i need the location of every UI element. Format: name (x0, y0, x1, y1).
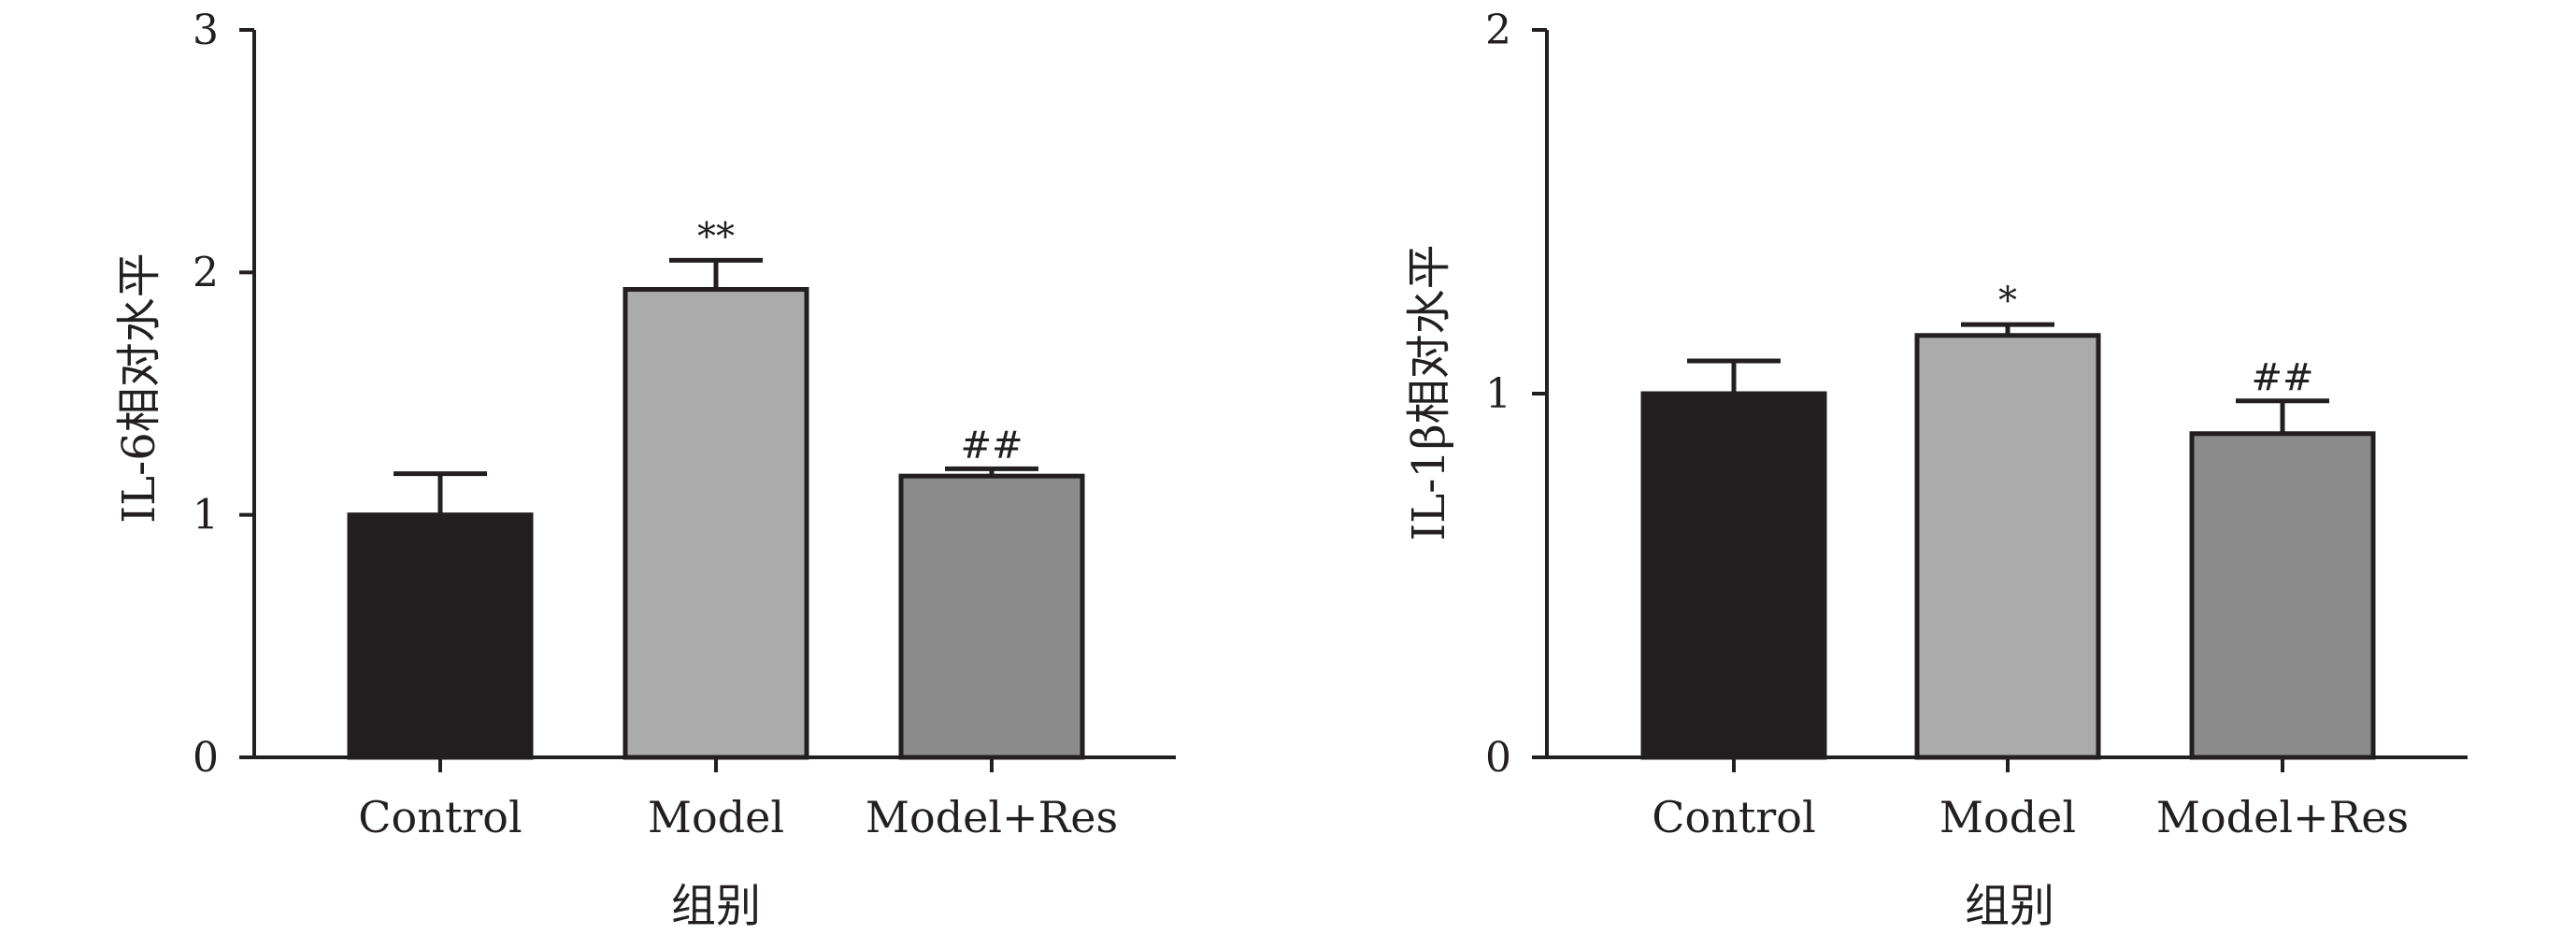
bar-control (347, 512, 534, 760)
significance-label: ## (2251, 356, 2313, 399)
y-tick-label: 1 (193, 492, 219, 539)
y-tick-label: 3 (193, 7, 219, 54)
significance-label: ** (697, 215, 735, 258)
x-category-label: Control (358, 792, 522, 842)
y-tick-label: 2 (193, 249, 219, 296)
bar-model (623, 286, 809, 760)
y-tick-label: 0 (193, 734, 219, 782)
chart-panel-il1b: 012 *## Control Model Model+Res IL-1β相对水平 … (1403, 7, 2468, 932)
bars: * ## (1640, 280, 2376, 760)
bar-control (1640, 391, 1827, 760)
y-tick-label: 1 (1485, 370, 1511, 418)
y-axis-title: IL-6相对水平 (113, 252, 165, 524)
y-tick-label: 2 (1485, 7, 1511, 54)
x-axis-title: 组别 (671, 880, 761, 932)
significance-label: ## (960, 424, 1023, 467)
x-category-label: Control (1652, 792, 1815, 842)
chart-panel-il6: 0 1 2 3 ** ## Control Model Model+Res IL-6相对水平… (113, 7, 1176, 932)
x-category-label: Model (1939, 792, 2076, 842)
bar-model-res (2189, 431, 2376, 760)
bar-model (1914, 333, 2101, 760)
y-axis-title: IL-1β相对水平 (1403, 244, 1455, 540)
x-category-label: Model (648, 792, 784, 842)
bar-model-res (898, 473, 1085, 760)
x-ticks: Control Model Model+Res (1652, 757, 2409, 842)
x-category-label: Model+Res (2156, 792, 2409, 842)
x-axis-title: 组别 (1965, 880, 2054, 932)
bars: ** ## (347, 215, 1085, 760)
y-ticks: 0 1 2 (1485, 7, 1547, 782)
y-ticks: 0 1 2 3 (193, 7, 254, 782)
significance-label: * (1998, 280, 2017, 323)
y-tick-label: 0 (1485, 734, 1511, 782)
x-ticks: Control Model Model+Res (358, 757, 1118, 842)
x-category-label: Model+Res (866, 792, 1118, 842)
